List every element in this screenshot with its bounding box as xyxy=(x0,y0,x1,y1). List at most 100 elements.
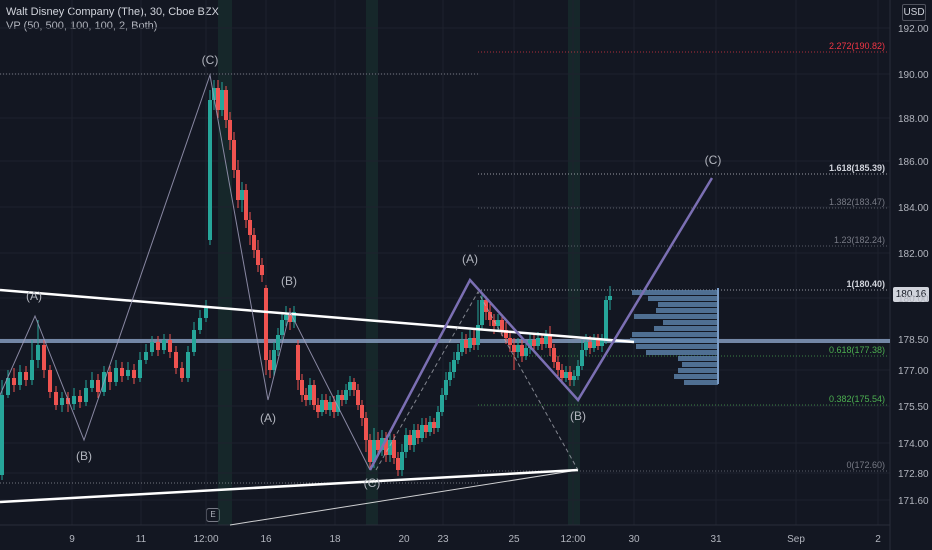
candle-body xyxy=(66,398,70,404)
candle-body xyxy=(392,440,396,458)
candle-body xyxy=(608,296,612,300)
price-tick-label: 178.50 xyxy=(898,335,929,346)
price-tick-label: 175.50 xyxy=(898,402,929,413)
candle-body xyxy=(400,452,404,470)
candle-body xyxy=(150,342,154,352)
candle-body xyxy=(324,400,328,410)
candle-body xyxy=(320,400,324,412)
candle-body xyxy=(340,395,344,400)
candle-body xyxy=(384,438,388,455)
candle-body xyxy=(138,360,142,378)
candle-body xyxy=(476,325,480,345)
candle-body xyxy=(304,395,308,400)
candle-body xyxy=(580,350,584,366)
fib-label: 1.618(185.39) xyxy=(829,163,885,173)
candle-body xyxy=(18,372,22,385)
candle-body xyxy=(464,340,468,348)
volume-profile-bar xyxy=(663,320,718,325)
volume-profile-bar xyxy=(648,296,718,301)
candle-body xyxy=(276,335,280,350)
candle-body xyxy=(380,438,384,450)
candle-body xyxy=(488,312,492,320)
candle-body xyxy=(360,405,364,418)
candle-body xyxy=(42,345,46,370)
candle-body xyxy=(224,90,228,120)
candle-body xyxy=(72,396,76,404)
candle-body xyxy=(54,392,58,405)
candle-body xyxy=(288,315,292,322)
candle-body xyxy=(114,368,118,382)
chart-header: Walt Disney Company (The), 30, Cboe BZX … xyxy=(6,5,219,33)
price-tick-label: 192.00 xyxy=(898,24,929,35)
candle-body xyxy=(540,338,544,344)
time-tick-label: 11 xyxy=(136,534,147,545)
price-tick-label: 184.00 xyxy=(898,203,929,214)
candle-body xyxy=(520,345,524,356)
candle-body xyxy=(576,366,580,376)
candle-body xyxy=(512,345,516,352)
volume-profile-bar xyxy=(634,314,718,319)
candle-body xyxy=(256,250,260,265)
candle-body xyxy=(348,382,352,390)
candle-body xyxy=(600,340,604,346)
symbol-title[interactable]: Walt Disney Company (The), 30, Cboe BZX xyxy=(6,6,219,18)
volume-profile-bar xyxy=(654,326,718,331)
candle-body xyxy=(352,382,356,390)
currency-label[interactable]: USD xyxy=(902,4,926,21)
time-tick-label: 16 xyxy=(260,534,272,545)
indicator-legend[interactable]: VP (50, 500, 100, 100, 2, Both) xyxy=(6,20,158,32)
candle-body xyxy=(460,340,464,352)
wave-label: (A) xyxy=(26,289,42,303)
candle-body xyxy=(204,308,208,318)
time-tick-label: 30 xyxy=(628,534,640,545)
candle-body xyxy=(596,340,600,346)
candle-body xyxy=(544,336,548,344)
price-tick-label: 174.00 xyxy=(898,439,929,450)
candle-body xyxy=(236,170,240,200)
candle-body xyxy=(312,385,316,405)
candle-body xyxy=(424,425,428,432)
time-tick-label: Sep xyxy=(787,534,805,545)
volume-profile-bar xyxy=(658,302,718,307)
candle-body xyxy=(268,360,272,370)
candle-body xyxy=(564,372,568,378)
candle-body xyxy=(300,380,304,395)
candle-body xyxy=(180,368,184,378)
volume-profile-bar xyxy=(636,344,718,349)
candle-body xyxy=(416,430,420,438)
candle-body xyxy=(162,340,166,350)
price-tick-label: 172.80 xyxy=(898,469,929,480)
wave-label: (C) xyxy=(705,153,722,167)
wave-label: (C) xyxy=(202,53,219,67)
candle-body xyxy=(368,440,372,462)
time-tick-label: 20 xyxy=(398,534,410,545)
fib-label: 2.272(190.82) xyxy=(829,41,885,51)
candle-body xyxy=(284,315,288,320)
candle-body xyxy=(480,300,484,325)
candle-body xyxy=(528,340,532,348)
candle-body xyxy=(356,390,360,405)
candle-body xyxy=(556,362,560,370)
fib-label: 1.382(183.47) xyxy=(829,197,885,207)
candle-body xyxy=(192,330,196,352)
candle-body xyxy=(560,370,564,378)
candle-body xyxy=(220,90,224,110)
session-band xyxy=(366,0,378,525)
candle-body xyxy=(448,372,452,380)
volume-profile-bar xyxy=(674,374,718,379)
candle-body xyxy=(144,352,148,360)
candle-body xyxy=(216,88,220,110)
candle-body xyxy=(484,300,488,312)
time-tick-label: 2 xyxy=(875,534,881,545)
time-tick-label: 23 xyxy=(437,534,449,545)
candle-body xyxy=(232,140,236,170)
candle-body xyxy=(588,342,592,348)
candle-body xyxy=(244,190,248,220)
lower-trendline xyxy=(0,468,579,504)
price-tick-label: 188.00 xyxy=(898,114,929,125)
candle-body xyxy=(328,402,332,410)
candle-body xyxy=(174,352,178,368)
candle-body xyxy=(472,338,476,345)
volume-profile-bar xyxy=(632,332,718,337)
